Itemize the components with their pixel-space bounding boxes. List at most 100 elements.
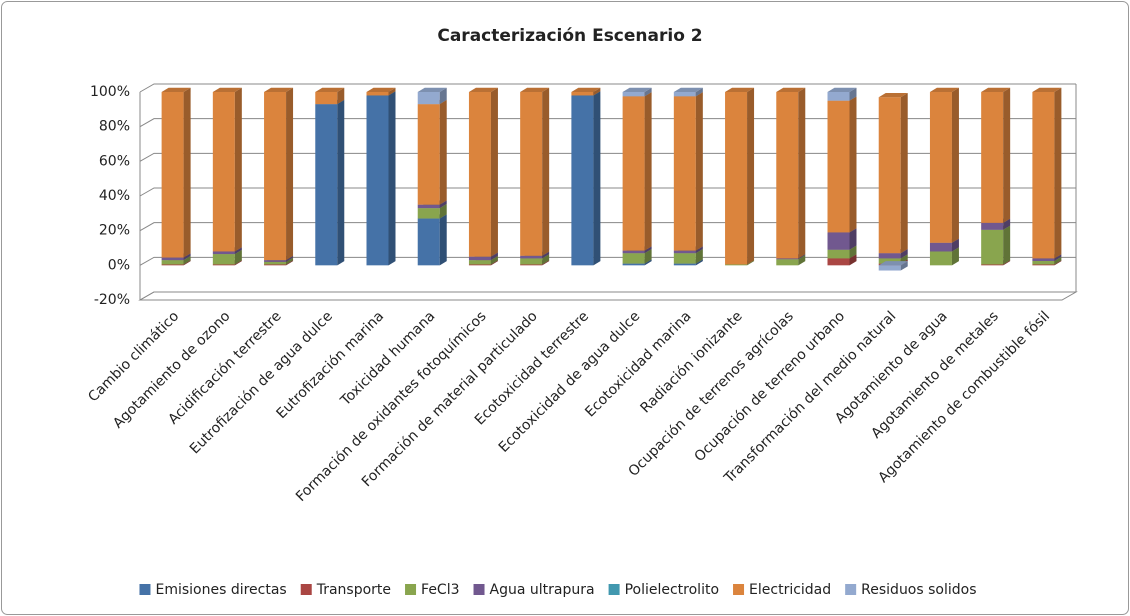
bar-side [490,87,498,257]
bar-side [747,260,755,266]
bar-segment [622,96,645,251]
bar-segment [929,92,952,243]
legend-label: Transporte [316,582,391,598]
bar-segment [520,92,543,256]
bar-side [644,249,652,264]
bar-segment [468,256,491,261]
bar-top [417,87,447,92]
bar-top [520,87,550,92]
bar-side [695,92,703,251]
bar-side [695,87,703,97]
bar-top [878,261,908,266]
legend-swatch [405,584,417,595]
bar-segment [212,251,235,255]
bar-segment [878,258,901,264]
bar-segment [417,218,440,266]
legend-swatch [733,584,745,595]
bar-segment [981,222,1004,230]
bar-segment [264,264,287,266]
bar-segment [366,92,389,96]
bar-top [776,87,806,92]
bar-side [644,259,652,266]
bar-side [286,257,294,265]
bar-top [1032,87,1062,92]
bar-side [695,246,703,254]
grid-line [139,152,1076,162]
grid-line [139,256,1076,266]
bar-side [747,87,755,265]
bar-segment [212,264,235,266]
bar-segment [827,100,850,233]
bar-segment [673,263,696,266]
bar-segment [673,92,696,97]
legend-label: Agua ultrapura [490,582,595,598]
bar-segment [212,92,235,252]
bar-segment [315,92,338,105]
bar-side [1003,260,1011,266]
bar-segment [776,258,799,260]
y-tick-label: -20% [94,292,130,308]
bar-segment [1032,261,1055,265]
bar-segment [468,260,491,265]
grid-line [139,187,1076,197]
bar-side [439,99,447,205]
bar-side [337,99,345,266]
bar-segment [878,253,901,259]
bar-segment [981,92,1004,223]
bar-side [1054,260,1062,266]
bar-side [951,238,959,252]
bar-side [183,253,191,261]
bar-segment [366,95,389,266]
grid-line [139,291,1076,301]
bar-segment [1032,264,1055,266]
bar-side [900,93,908,254]
bar-segment [212,254,235,265]
bar-side [234,260,242,266]
grid-line [139,118,1076,128]
bar-side [286,255,294,262]
bar-segment [315,104,338,266]
bar-side [1003,87,1011,223]
bar-side [439,214,447,266]
bar-segment [161,257,184,261]
bar-side [490,252,498,261]
bar-segment [878,265,901,271]
bar-segment [929,251,952,266]
bar-side [490,260,498,266]
legend-swatch [608,584,620,595]
bar-side [1054,254,1062,261]
bar-side [183,87,191,258]
bar-segment [673,253,696,264]
bar-side [234,87,242,252]
bar-top [673,87,703,92]
bar-side [234,249,242,265]
bar-side [542,87,550,256]
bar-top [366,87,396,92]
grid-line [139,83,1076,93]
bar-top [981,87,1011,92]
bar-top [725,87,755,92]
bar-top [929,87,959,92]
bar-side [542,260,550,266]
bar-side [183,260,191,266]
bar-side [849,254,857,266]
bar-segment [725,92,748,265]
bar-side [542,251,550,259]
bar-side [439,200,447,209]
bar-segment [622,250,645,254]
bar-top [827,87,857,92]
bar-top [161,87,191,92]
bar-side [695,249,703,264]
bar-side [1003,225,1011,265]
bar-side [849,96,857,233]
legend-swatch [845,584,857,595]
floor [138,291,1078,301]
bar-segment [417,208,440,219]
bar-side [439,203,447,219]
bar-segment [981,229,1004,265]
legend-swatch [473,584,485,595]
bar-segment [1032,258,1055,261]
bar-side [1003,218,1011,230]
bar-segment [827,232,850,250]
legend-label: Residuos solidos [861,582,976,598]
